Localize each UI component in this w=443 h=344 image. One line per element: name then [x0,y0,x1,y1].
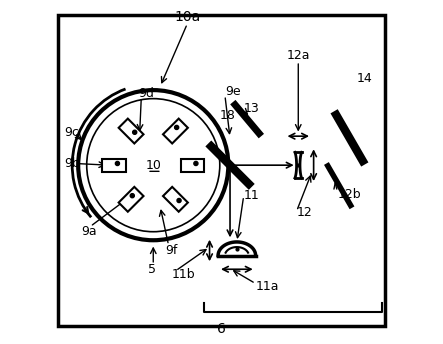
Circle shape [132,130,137,134]
Circle shape [194,161,198,165]
Bar [181,159,204,172]
Bar [119,119,144,143]
Text: 11b: 11b [172,268,196,281]
Text: 9e: 9e [225,85,241,98]
Circle shape [115,161,120,165]
Text: 12b: 12b [338,188,361,201]
Circle shape [78,90,228,240]
Text: 9f: 9f [165,244,178,257]
Circle shape [87,99,220,232]
Bar [102,159,126,172]
Text: 9a: 9a [82,225,97,238]
Circle shape [130,194,134,198]
Text: 12a: 12a [287,50,310,63]
Text: 18: 18 [220,109,236,122]
FancyBboxPatch shape [58,15,385,325]
Circle shape [175,125,179,129]
Bar [163,119,188,143]
Text: 9c: 9c [65,126,79,139]
Text: 14: 14 [356,72,372,85]
Circle shape [177,198,181,203]
Text: 13: 13 [244,103,260,115]
Text: 6: 6 [217,322,226,336]
Text: 10: 10 [145,159,161,172]
Text: 11a: 11a [256,280,279,293]
Text: 12: 12 [296,206,312,219]
Bar [163,187,188,212]
Text: 11: 11 [244,190,260,202]
Text: 5: 5 [148,263,156,276]
Bar [119,187,144,212]
Text: 9d: 9d [138,87,154,100]
Text: 9b: 9b [65,157,80,170]
Text: 10a: 10a [174,10,201,24]
